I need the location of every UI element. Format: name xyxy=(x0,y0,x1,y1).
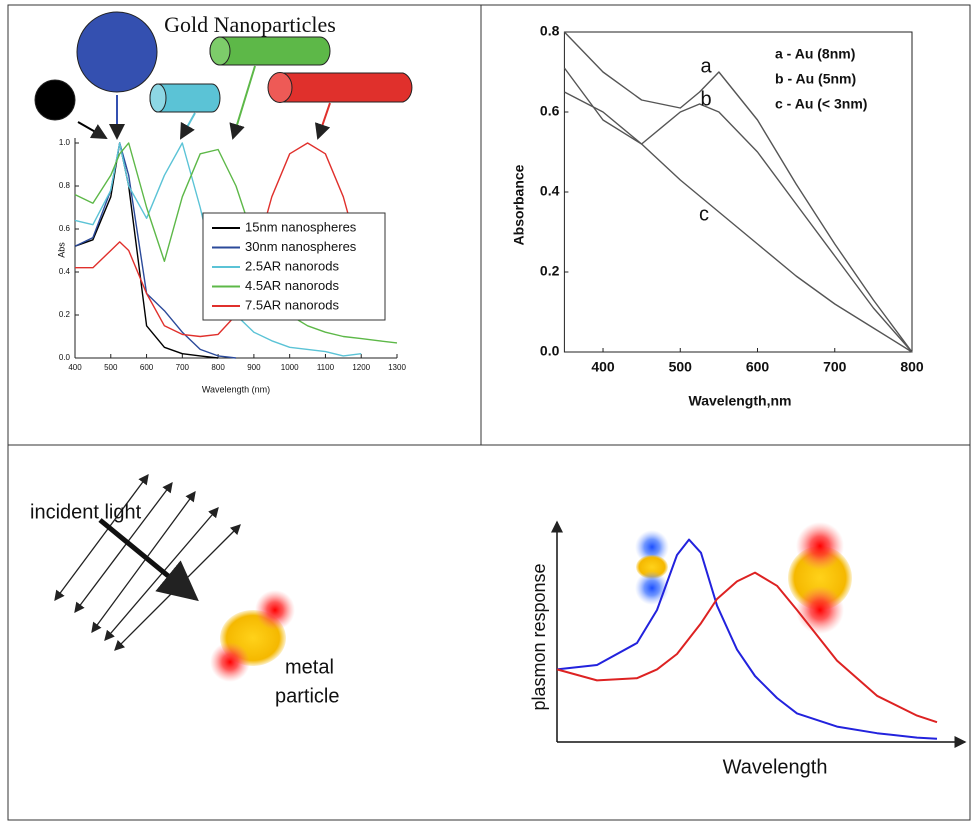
x-tick-label: 600 xyxy=(140,363,154,372)
y-tick-label: 0.8 xyxy=(59,181,71,190)
legend-label: c - Au (< 3nm) xyxy=(775,96,867,112)
x-tick-label: 400 xyxy=(68,363,82,372)
x-tick-label: 1000 xyxy=(281,363,299,372)
legend-label: b - Au (5nm) xyxy=(775,71,856,87)
legend-label: 15nm nanospheres xyxy=(245,219,357,234)
y-tick-label: 0.2 xyxy=(59,310,71,319)
legend-label: a - Au (8nm) xyxy=(775,46,855,62)
x-tick-label: 1300 xyxy=(388,363,406,372)
x-tick-label: 400 xyxy=(591,359,615,375)
y-axis-label: Abs xyxy=(56,242,66,258)
x-tick-label: 800 xyxy=(900,359,924,375)
x-tick-label: 1100 xyxy=(317,363,335,372)
x-tick-label: 800 xyxy=(211,363,225,372)
x-tick-label: 500 xyxy=(669,359,693,375)
x-tick-label: 600 xyxy=(746,359,770,375)
x-tick-label: 700 xyxy=(823,359,847,375)
series-line xyxy=(74,142,219,359)
x-tick-label: 1200 xyxy=(352,363,370,372)
series-line xyxy=(564,91,913,353)
series-line xyxy=(556,538,938,740)
x-axis-label: Wavelength xyxy=(723,756,828,778)
y-tick-label: 0.0 xyxy=(540,343,560,359)
series-line xyxy=(74,142,398,344)
diagram-label: incident light xyxy=(30,501,142,523)
y-tick-label: 0.4 xyxy=(59,267,71,276)
legend-label: 30nm nanospheres xyxy=(245,239,357,254)
plot-frame xyxy=(563,31,913,353)
series-line xyxy=(563,31,913,353)
series-line xyxy=(75,142,362,338)
y-tick-label: 0.6 xyxy=(540,103,560,119)
curve-label: a xyxy=(700,55,712,77)
x-tick-label: 700 xyxy=(176,363,190,372)
x-tick-label: 900 xyxy=(247,363,261,372)
x-axis-label: Wavelength (nm) xyxy=(202,384,270,394)
incident-light-diagram: incident light metal particle xyxy=(30,473,852,707)
series-line xyxy=(563,67,913,353)
diagram-label: particle xyxy=(275,685,339,707)
curve-label: b xyxy=(700,88,711,110)
x-axis-label: Wavelength,nm xyxy=(689,393,792,409)
diagram-label: metal xyxy=(285,656,334,678)
y-tick-label: 0.8 xyxy=(540,23,560,39)
y-tick-label: 0.2 xyxy=(540,263,560,279)
y-axis-label: plasmon response xyxy=(529,563,549,710)
chart-title: Gold Nanoparticles xyxy=(164,12,336,37)
legend-label: 2.5AR nanorods xyxy=(245,258,339,273)
nanoparticle-icons xyxy=(34,11,413,140)
x-tick-label: 500 xyxy=(104,363,118,372)
curve-label: c xyxy=(699,203,709,225)
y-tick-label: 0.0 xyxy=(59,353,71,362)
y-tick-label: 0.6 xyxy=(59,224,71,233)
legend-label: 4.5AR nanorods xyxy=(245,278,339,293)
y-axis-label: Absorbance xyxy=(511,164,527,245)
series-line xyxy=(556,571,938,724)
y-tick-label: 1.0 xyxy=(59,138,71,147)
panel-borders xyxy=(7,4,971,821)
legend-label: 7.5AR nanorods xyxy=(245,297,339,312)
y-tick-label: 0.4 xyxy=(540,183,560,199)
